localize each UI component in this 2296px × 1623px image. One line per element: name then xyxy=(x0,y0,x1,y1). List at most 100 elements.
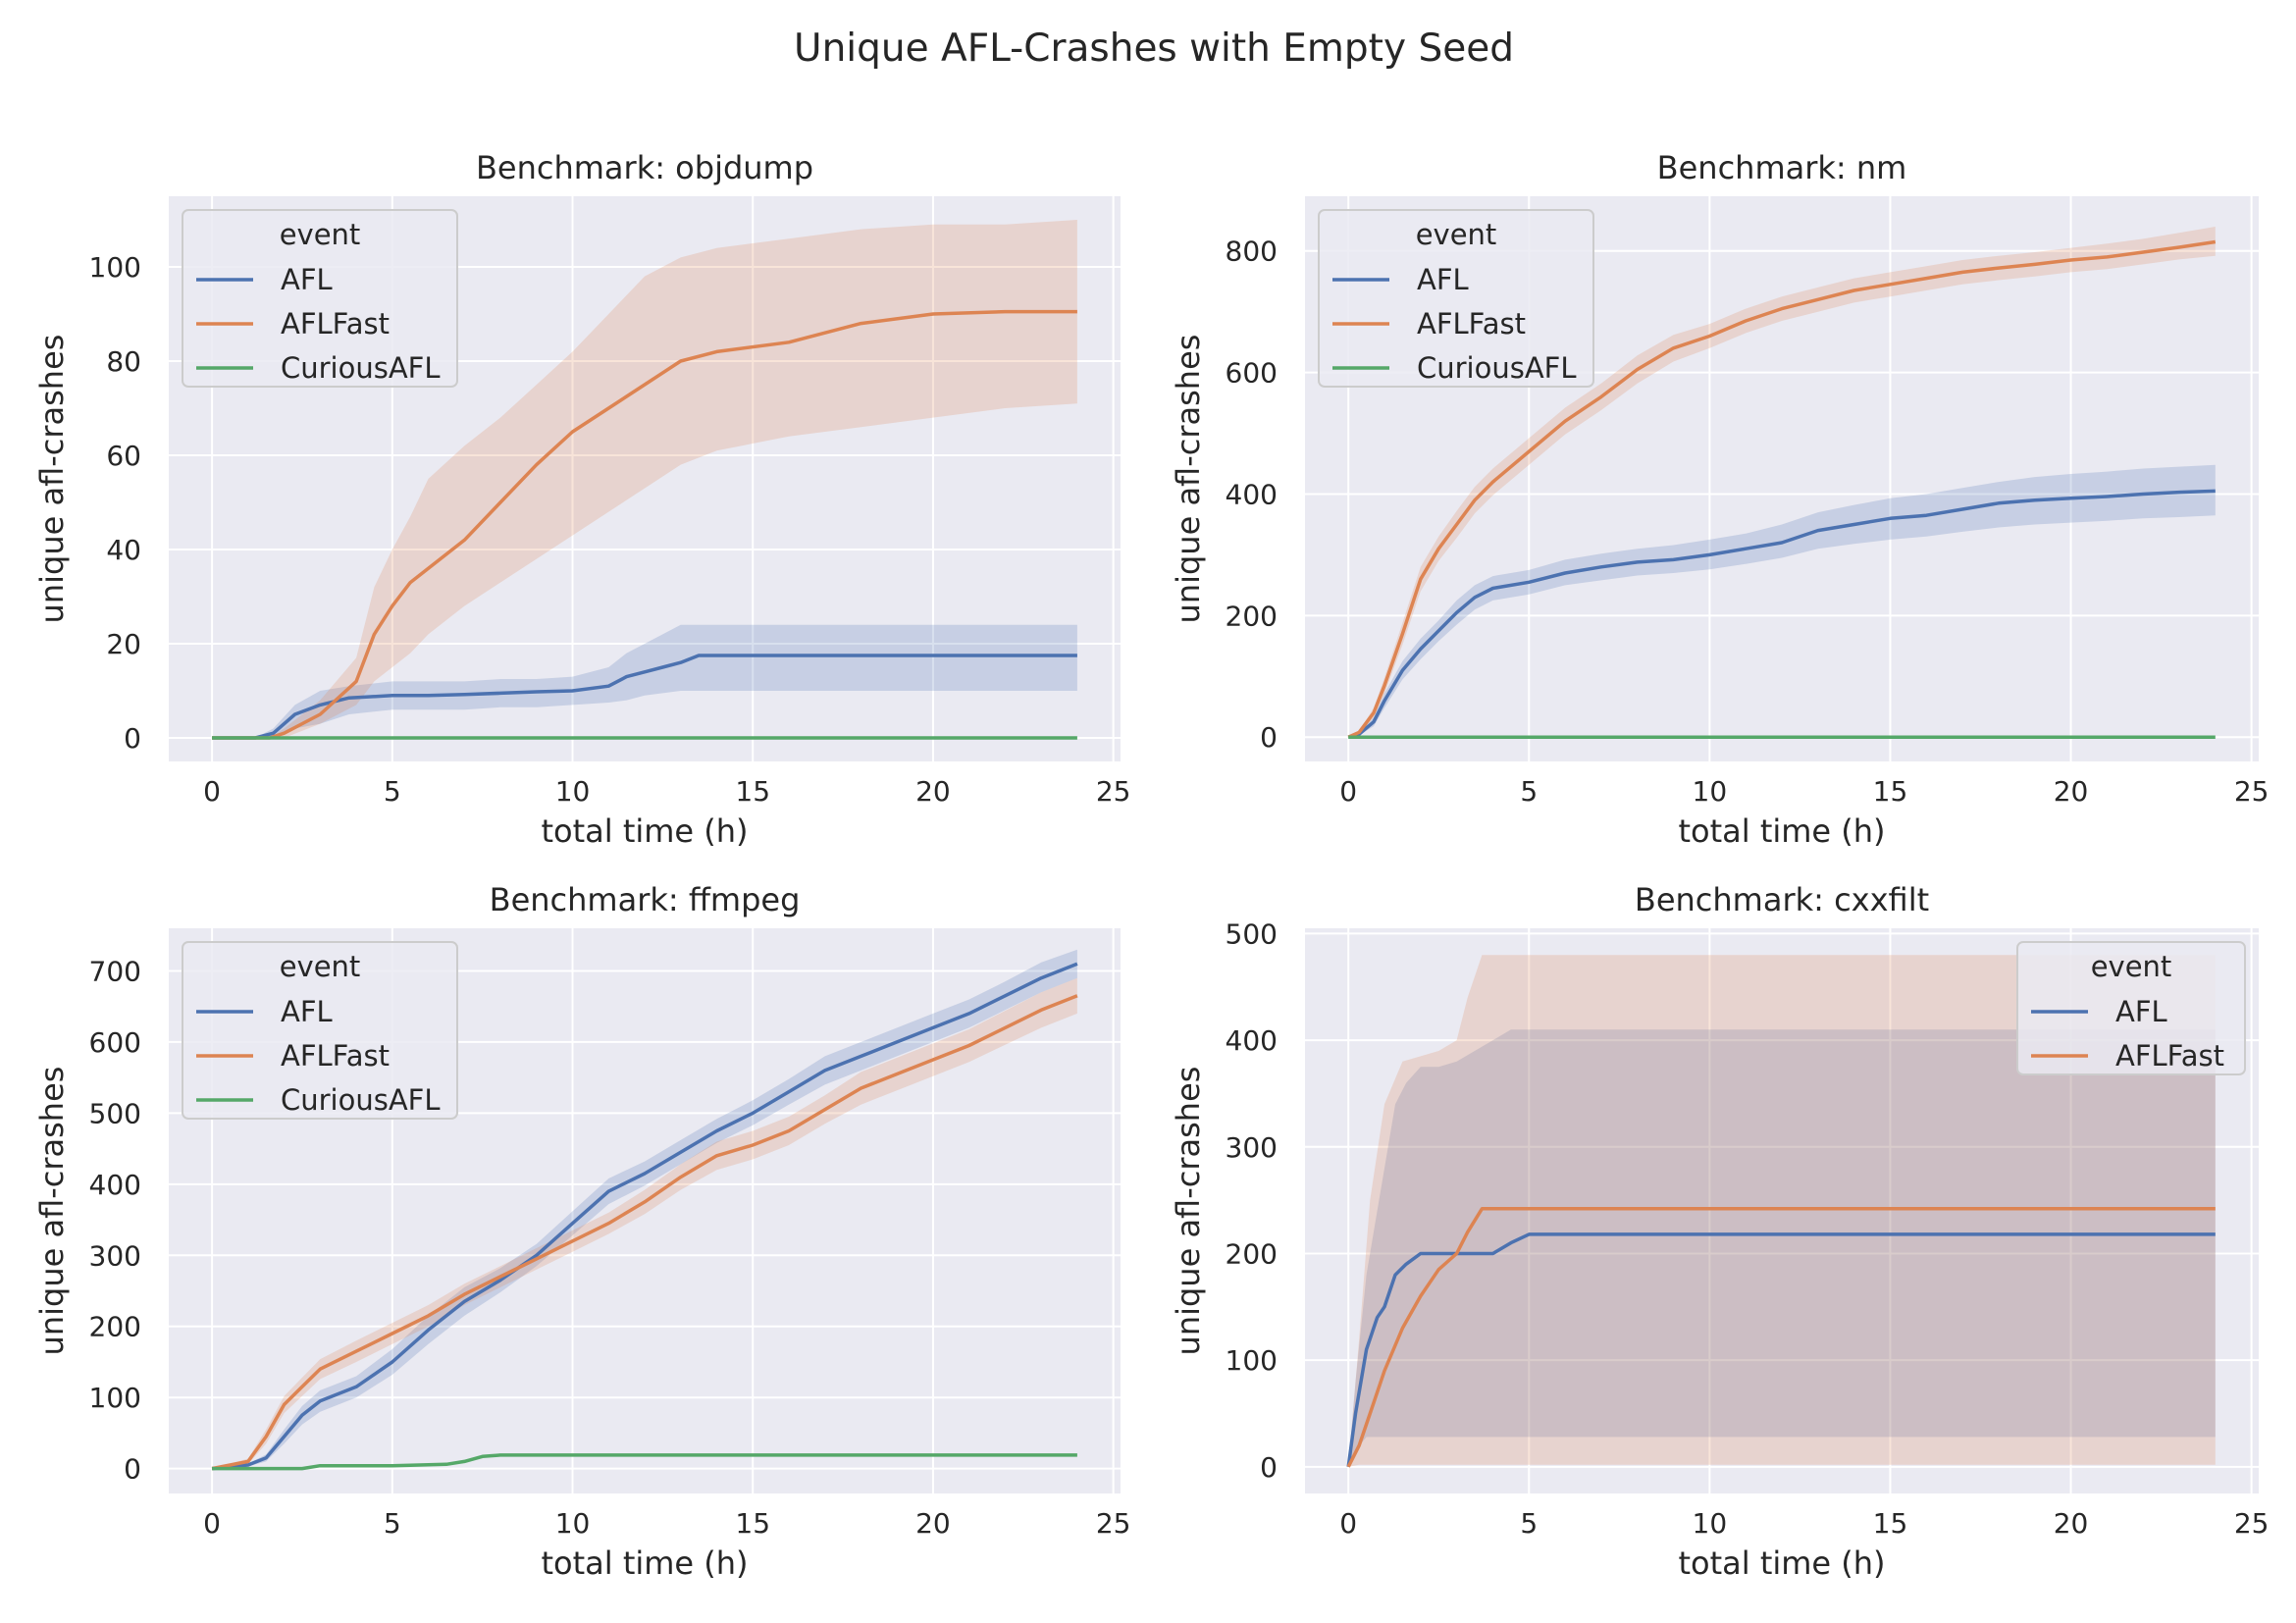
series-line-aflfast xyxy=(1346,1207,2216,1468)
y-tick-label: 0 xyxy=(1260,1451,1278,1484)
subplot-title: Benchmark: nm xyxy=(1657,149,1907,186)
y-tick-label: 80 xyxy=(106,345,141,378)
confidence-band-aflfast xyxy=(1348,955,2216,1467)
y-tick-label: 100 xyxy=(89,251,141,284)
legend-entry-afl: AFL xyxy=(281,995,333,1028)
y-axis-label: unique afl-crashes xyxy=(33,1067,71,1356)
confidence-band-afl xyxy=(212,949,1077,1469)
legend-entry-aflfast: AFLFast xyxy=(2115,1039,2224,1073)
y-tick-label: 600 xyxy=(89,1026,141,1059)
subplot-2: 0 5 10 15 20 25 0 200 400 600 800 Benchmark: nm tota… xyxy=(1170,149,2269,850)
y-tick-label: 500 xyxy=(89,1097,141,1129)
x-tick-label: 10 xyxy=(555,1507,591,1540)
subplot-1: 0 5 10 15 20 25 0 20 40 60 80 100 Benchmark: objdump… xyxy=(33,149,1130,850)
y-axis-label: unique afl-crashes xyxy=(1170,335,1207,624)
x-tick-label: 25 xyxy=(1096,775,1131,808)
legend-box xyxy=(182,209,458,388)
legend-entry-afl: AFL xyxy=(2115,995,2167,1028)
y-tick-label: 0 xyxy=(124,722,141,755)
confidence-band-afl xyxy=(1348,464,2216,738)
x-tick-label: 5 xyxy=(1520,1507,1538,1540)
y-tick-label: 100 xyxy=(1226,1344,1278,1377)
y-tick-label: 400 xyxy=(1226,1024,1278,1057)
series-line-afl xyxy=(212,654,1077,740)
y-tick-label: 20 xyxy=(106,628,141,660)
y-tick-label: 300 xyxy=(89,1239,141,1272)
legend-entry-afl: AFL xyxy=(281,263,333,296)
confidence-band-aflfast xyxy=(212,220,1077,738)
x-tick-label: 20 xyxy=(2054,775,2089,808)
x-tick-label: 0 xyxy=(1339,1507,1357,1540)
legend-box xyxy=(1318,209,1594,388)
x-tick-label: 10 xyxy=(1693,775,1728,808)
y-tick-label: 500 xyxy=(1226,917,1278,950)
x-tick-label: 5 xyxy=(384,775,401,808)
subplot-title: Benchmark: ffmpeg xyxy=(490,881,801,918)
legend-entry-curiousafl: CuriousAFL xyxy=(1417,351,1577,385)
y-tick-label: 600 xyxy=(1226,357,1278,390)
x-tick-label: 20 xyxy=(915,1507,951,1540)
figure-title: Unique AFL-Crashes with Empty Seed xyxy=(794,26,1514,71)
series-line-afl xyxy=(211,962,1078,1471)
legend-entry-afl: AFL xyxy=(1417,263,1469,296)
x-tick-label: 15 xyxy=(735,775,770,808)
y-tick-label: 300 xyxy=(1226,1131,1278,1164)
x-tick-label: 15 xyxy=(1873,1507,1908,1540)
x-tick-label: 10 xyxy=(1693,1507,1728,1540)
subplot-4: 0 5 10 15 20 25 0 100 200 300 400 500 Benchmark: cxx… xyxy=(1170,881,2269,1582)
series-line-aflfast xyxy=(212,309,1077,740)
legend-box xyxy=(2016,941,2246,1075)
legend-box xyxy=(182,941,458,1120)
x-tick-label: 25 xyxy=(2234,775,2270,808)
confidence-band-afl xyxy=(1348,1029,2216,1467)
series-line-curiousafl xyxy=(212,1453,1077,1471)
y-tick-label: 40 xyxy=(106,534,141,566)
legend: event AFL AFLFast xyxy=(2016,941,2246,1075)
y-tick-label: 200 xyxy=(89,1311,141,1343)
x-axis-label: total time (h) xyxy=(1678,812,1885,850)
confidence-band-aflfast xyxy=(212,977,1077,1469)
x-tick-label: 25 xyxy=(1096,1507,1131,1540)
x-tick-label: 0 xyxy=(1339,775,1357,808)
legend-title: event xyxy=(280,950,361,983)
subplot-title: Benchmark: objdump xyxy=(476,149,813,186)
y-tick-label: 60 xyxy=(106,440,141,472)
subplot-3: 0 5 10 15 20 25 0 100 200 300 400 500 600 700 Benchmar… xyxy=(33,881,1130,1582)
series-line-aflfast xyxy=(211,994,1078,1471)
y-tick-label: 700 xyxy=(89,955,141,987)
x-tick-label: 0 xyxy=(203,775,221,808)
legend-title: event xyxy=(2091,950,2172,983)
y-tick-label: 400 xyxy=(1226,478,1278,510)
series-line-aflfast xyxy=(1347,239,2217,739)
y-tick-label: 0 xyxy=(124,1453,141,1486)
x-axis-label: total time (h) xyxy=(541,1544,748,1582)
legend-entry-curiousafl: CuriousAFL xyxy=(281,351,441,385)
legend-entry-aflfast: AFLFast xyxy=(1417,307,1526,340)
x-tick-label: 15 xyxy=(735,1507,770,1540)
x-tick-label: 25 xyxy=(2234,1507,2270,1540)
legend-title: event xyxy=(1416,218,1497,251)
legend-title: event xyxy=(280,218,361,251)
legend-entry-aflfast: AFLFast xyxy=(281,1039,390,1073)
x-tick-label: 20 xyxy=(915,775,951,808)
legend: event AFL AFLFast CuriousAFL xyxy=(1318,209,1594,388)
y-tick-label: 800 xyxy=(1226,236,1278,268)
confidence-band-afl xyxy=(212,624,1077,738)
subplot-title: Benchmark: cxxfilt xyxy=(1635,881,1929,918)
x-tick-label: 20 xyxy=(2054,1507,2089,1540)
legend-entry-curiousafl: CuriousAFL xyxy=(281,1083,441,1117)
y-axis-label: unique afl-crashes xyxy=(33,335,71,624)
y-axis-label: unique afl-crashes xyxy=(1170,1067,1207,1356)
x-tick-label: 10 xyxy=(555,775,591,808)
y-tick-label: 0 xyxy=(1260,721,1278,754)
y-tick-label: 200 xyxy=(1226,1237,1278,1270)
y-tick-label: 200 xyxy=(1226,600,1278,632)
y-tick-label: 400 xyxy=(89,1169,141,1201)
x-tick-label: 15 xyxy=(1873,775,1908,808)
legend: event AFL AFLFast CuriousAFL xyxy=(182,209,458,388)
legend-entry-aflfast: AFLFast xyxy=(281,307,390,340)
series-line-afl xyxy=(1346,1232,2216,1468)
series-line-afl xyxy=(1347,489,2216,739)
x-axis-label: total time (h) xyxy=(1678,1544,1885,1582)
